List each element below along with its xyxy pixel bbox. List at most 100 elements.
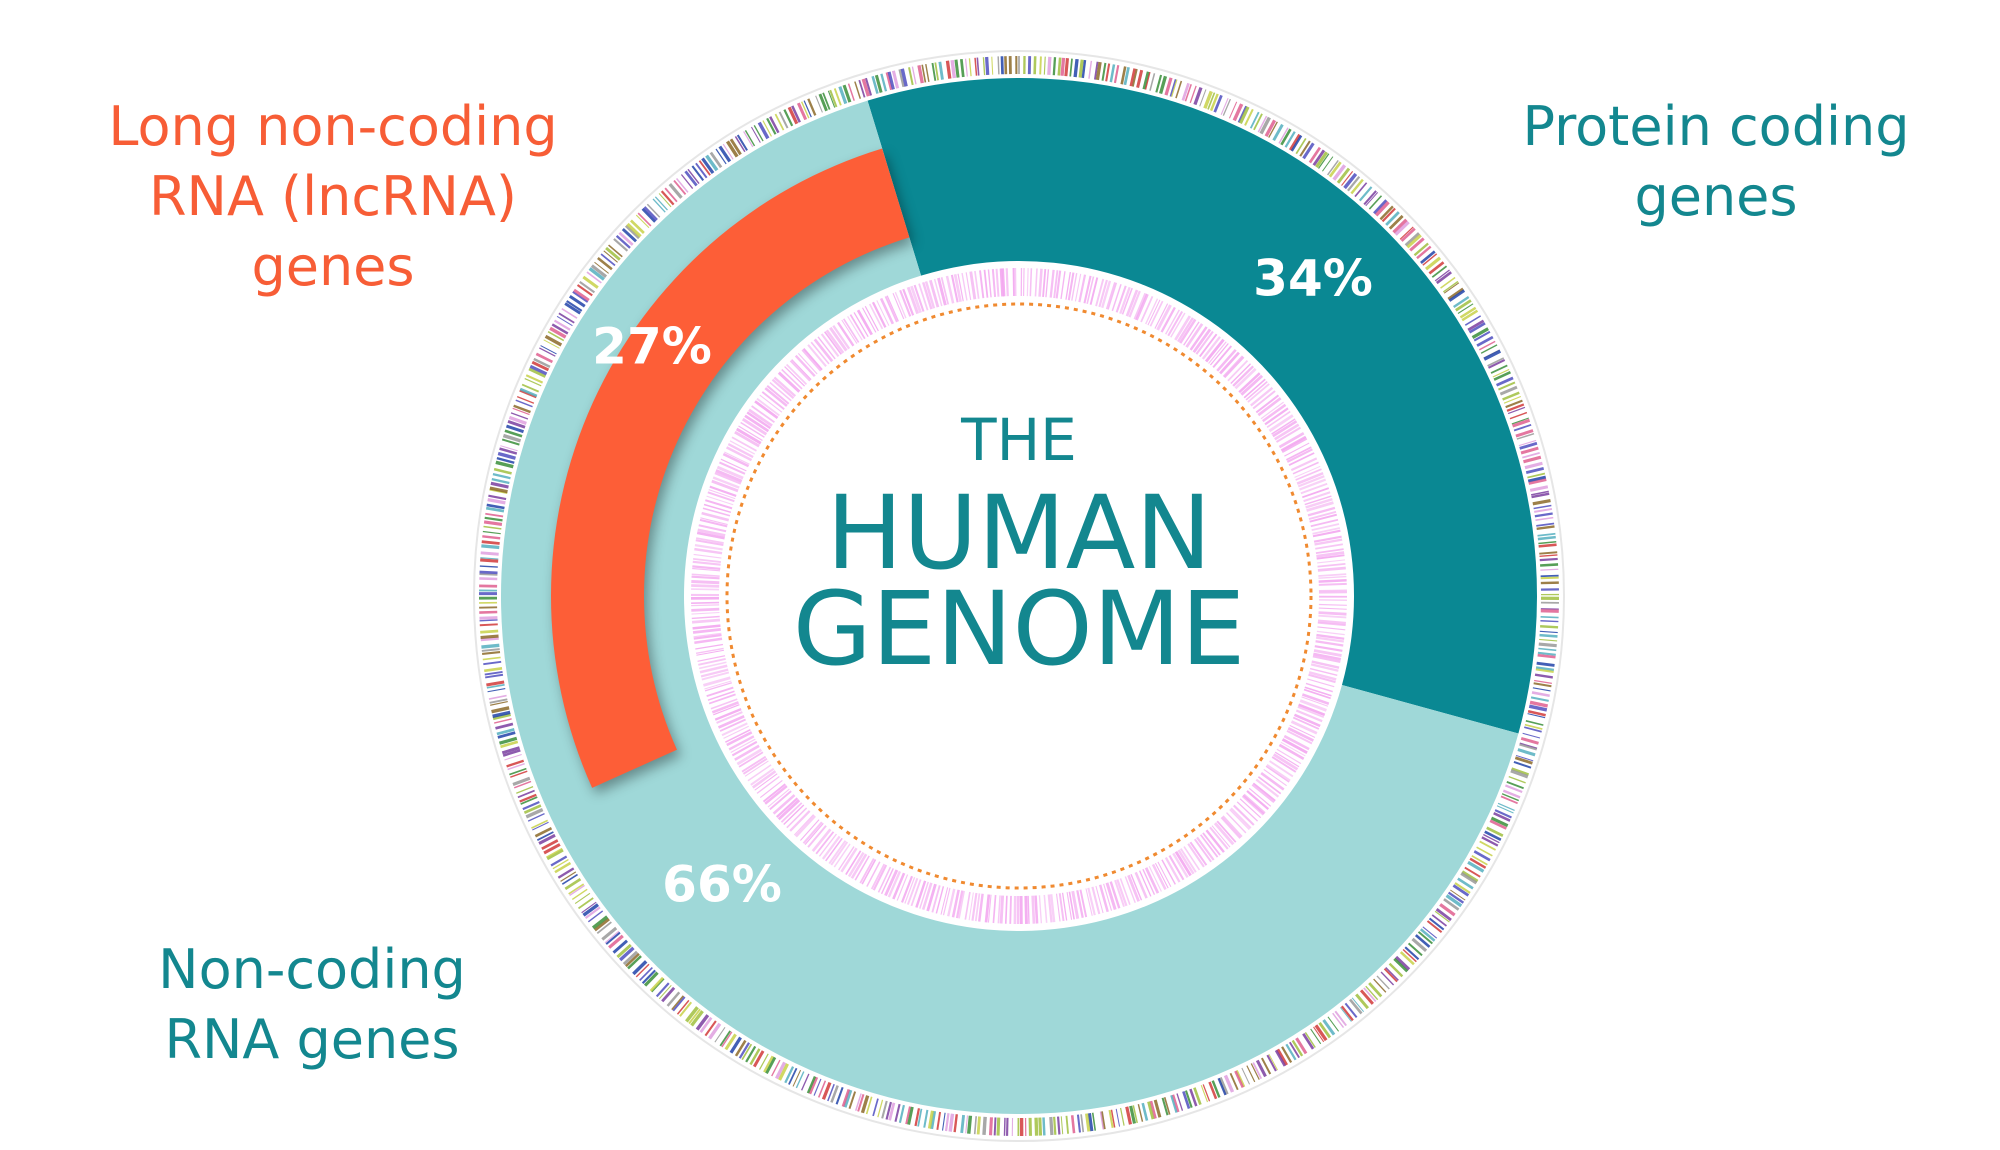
stripe [1476,335,1494,347]
stripe [1135,293,1149,321]
stripe [690,1010,704,1027]
stripe [704,1020,717,1037]
stripe [1053,1116,1057,1135]
stripe [1540,563,1559,567]
stripe [714,708,742,721]
stripe [600,253,616,267]
stripe [1473,330,1491,342]
stripe [1461,870,1479,883]
stripe [576,284,593,297]
stripe [691,601,720,604]
stripe [1164,77,1173,96]
stripe [1103,883,1113,911]
stripe [1073,58,1079,78]
stripe [832,324,851,350]
stripe [1081,59,1087,79]
stripe [1240,374,1264,396]
stripe [1271,418,1296,435]
stripe [1252,390,1276,410]
stripe [1535,516,1554,522]
stripe [1339,1007,1352,1022]
stripe [1089,277,1099,305]
stripe [1400,227,1416,242]
stripe [1363,987,1377,1002]
stripe [1289,724,1316,738]
stripe [605,931,621,945]
stripe [1309,513,1338,523]
stripe [1222,355,1244,377]
stripe [1183,321,1200,346]
stripe [671,995,684,1011]
stripe [1295,1037,1308,1055]
stripe [764,785,788,805]
stripe [1428,917,1445,931]
stripe [1285,446,1312,461]
stripe [1168,855,1185,881]
stripe [697,528,726,537]
stripe [1527,713,1546,719]
stripe [1506,780,1524,790]
stripe [601,926,618,941]
stripe [874,74,883,93]
stripe [847,851,865,878]
stripe [1001,268,1006,297]
stripe [1483,833,1500,844]
stripe [904,877,916,904]
stripe [910,879,922,907]
stripe [1038,1117,1043,1136]
stripe [780,802,803,823]
category-label: Protein coding genes [1522,95,1910,228]
stripe [605,246,621,261]
stripe [615,234,631,249]
stripe [759,1053,769,1070]
stripe [1527,475,1547,483]
stripe [1500,795,1518,805]
stripe [692,624,721,630]
stripe [942,887,951,916]
stripe [1047,894,1053,923]
stripe [1305,682,1333,693]
stripe [574,892,591,905]
stripe [950,274,959,303]
stripe [714,1027,726,1043]
stripe [769,116,780,134]
stripe [691,612,720,615]
stripe [1039,56,1042,75]
stripe [695,539,724,547]
stripe [965,1115,969,1134]
stripe [1284,131,1296,148]
stripe [1334,1010,1347,1027]
stripe [709,151,723,169]
stripe [993,1117,997,1136]
stripe [1530,696,1549,702]
stripe [988,1117,994,1136]
stripe [968,58,972,77]
stripe [1043,56,1046,75]
stripe [1524,726,1542,733]
stripe [695,643,724,650]
stripe [1299,140,1311,157]
stripe [775,797,799,818]
stripe [718,461,746,475]
stripe [1490,816,1509,828]
stripe [973,1116,977,1135]
stripe [1119,878,1131,905]
stripe [594,261,609,274]
center-title: HUMAN [826,474,1211,593]
stripe [789,810,811,832]
stripe [927,1110,934,1129]
stripe [646,203,661,218]
stripe [712,476,740,489]
stripe [1076,1114,1081,1133]
stripe [982,57,986,76]
stripe [1078,59,1084,78]
stripe [485,673,504,679]
stripe [1174,850,1192,877]
stripe [854,81,862,99]
stripe [1033,56,1037,75]
stripe [934,62,939,81]
stripe [1222,98,1231,116]
stripe [741,417,768,436]
stripe [1515,754,1534,762]
stripe [714,471,742,485]
